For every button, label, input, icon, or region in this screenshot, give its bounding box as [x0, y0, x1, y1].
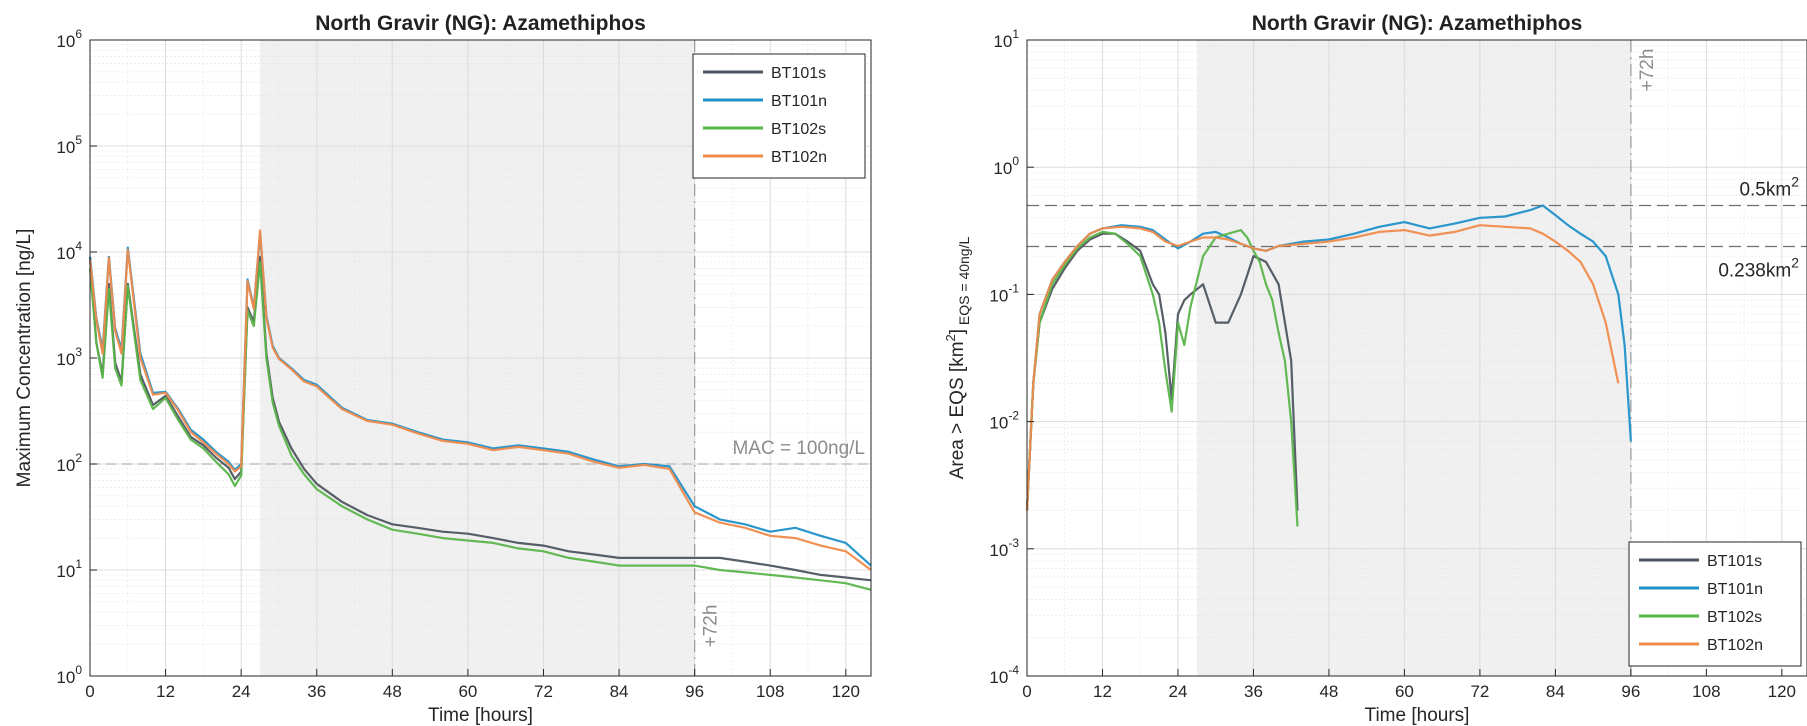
x-tick-label: 72 — [534, 682, 553, 701]
x-tick-label: 72 — [1470, 682, 1489, 701]
series-line-BT102n — [1025, 224, 1620, 511]
legend-label-BT102n: BT102n — [1707, 637, 1763, 654]
y-axis-label: Maximum Concentration [ng/L] — [14, 229, 35, 488]
y-tick-label: 10-3 — [989, 536, 1019, 560]
x-tick-label: 120 — [1768, 682, 1796, 701]
series-line-BT102n — [88, 229, 872, 571]
y-tick-label: 103 — [56, 345, 82, 369]
x-tick-label: 48 — [1319, 682, 1338, 701]
mac-label: MAC = 100ng/L — [732, 438, 865, 459]
x-tick-label: 60 — [1395, 682, 1414, 701]
legend-label-BT102s: BT102s — [1707, 609, 1762, 626]
x-tick-label: 0 — [85, 682, 94, 701]
chart-panel-2: 0 12 24 36 48 60 72 84 96 108 120 10-4 10-3 10-2 10-1 1… — [943, 12, 1807, 726]
x-tick-label: 12 — [156, 682, 175, 701]
y-tick-label: 101 — [56, 557, 82, 581]
legend-label-BT101n: BT101n — [1707, 581, 1763, 598]
x-tick-label: 84 — [610, 682, 629, 701]
chart-title: North Gravir (NG): Azamethiphos — [1252, 12, 1583, 35]
legend-label-BT101s: BT101s — [1707, 553, 1762, 570]
y-tick-label: 101 — [993, 27, 1019, 51]
axes-box — [1026, 39, 1807, 677]
x-tick-label: 36 — [307, 682, 326, 701]
x-tick-label: 12 — [1093, 682, 1112, 701]
x-tick-label: 108 — [1692, 682, 1720, 701]
x-tick-label: 84 — [1546, 682, 1565, 701]
chart-title: North Gravir (NG): Azamethiphos — [315, 12, 646, 35]
series-line-BT102s — [1025, 229, 1299, 527]
y-tick-label: 100 — [993, 154, 1019, 178]
legend: BT101s BT101n BT102s BT102n — [692, 53, 866, 179]
legend-label-BT102s: BT102s — [771, 121, 826, 138]
y-tick-label: 10-4 — [989, 663, 1019, 687]
series-line-BT102s — [88, 261, 872, 591]
x-axis-label: Time [hours] — [428, 705, 533, 726]
legend-label-BT101n: BT101n — [771, 93, 827, 110]
x-tick-label: 96 — [1621, 682, 1640, 701]
x-tick-label: 108 — [756, 682, 784, 701]
y-tick-label: 100 — [56, 663, 82, 687]
area-label-0.5: 0.5km2 — [1739, 173, 1799, 200]
x-tick-label: 120 — [832, 682, 860, 701]
x-tick-label: 96 — [685, 682, 704, 701]
y-tick-label: 102 — [56, 451, 82, 475]
y-axis-label: Area > EQS [km2] EQS = 40ng/L — [943, 237, 972, 480]
x-tick-label: 36 — [1244, 682, 1263, 701]
y-tick-label: 10-2 — [989, 409, 1019, 433]
x-axis-label: Time [hours] — [1365, 705, 1470, 726]
chart-panel-1: 0 12 24 36 48 60 72 84 96 108 120 100 101 102 103 104 10… — [14, 12, 872, 726]
y-tick-label: 10-1 — [989, 281, 1019, 305]
y-tick-label: 105 — [56, 133, 82, 157]
x-tick-label: 24 — [1169, 682, 1188, 701]
legend-label-BT101s: BT101s — [771, 65, 826, 82]
y-tick-label: 106 — [56, 27, 82, 51]
plus72h-label: +72h — [701, 605, 722, 648]
area-label-0.238: 0.238km2 — [1718, 254, 1799, 281]
legend-label-BT102n: BT102n — [771, 149, 827, 166]
y-tick-label: 104 — [56, 239, 82, 263]
x-tick-label: 24 — [232, 682, 251, 701]
series-line-BT101s — [88, 255, 872, 582]
plus72h-label: +72h — [1637, 49, 1658, 92]
x-tick-label: 0 — [1022, 682, 1031, 701]
legend: BT101s BT101n BT102s BT102n — [1628, 541, 1802, 667]
x-tick-label: 60 — [458, 682, 477, 701]
shaded-region — [1196, 40, 1631, 676]
x-tick-label: 48 — [383, 682, 402, 701]
series-line-BT101s — [1025, 232, 1299, 511]
